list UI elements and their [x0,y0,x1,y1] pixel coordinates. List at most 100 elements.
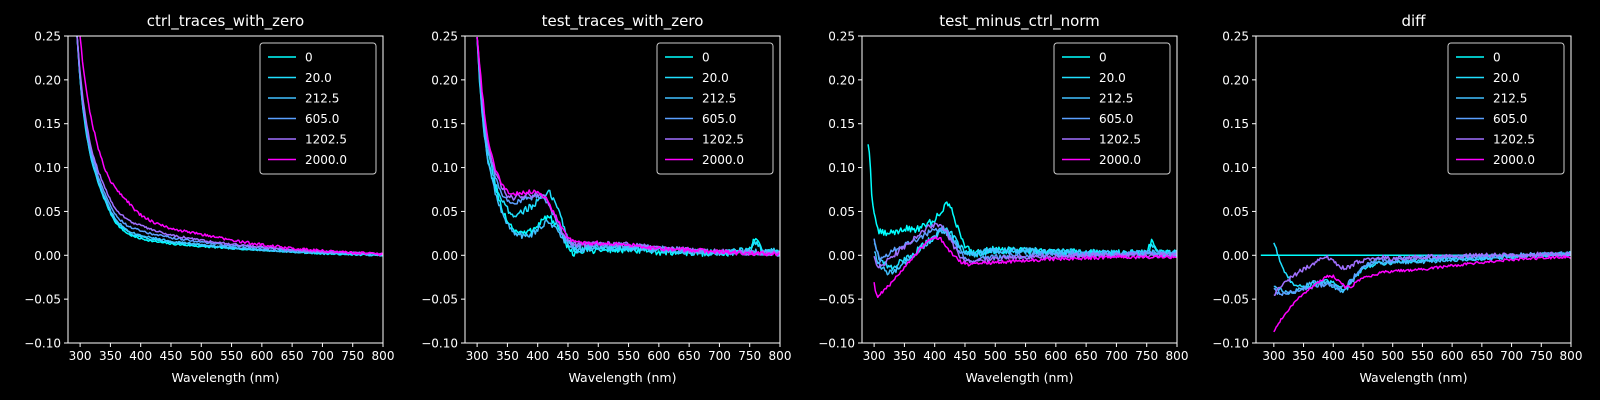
x-tick-label: 600 [250,349,273,363]
legend-label: 212.5 [305,92,339,106]
y-tick-label: −0.10 [1212,337,1249,351]
y-tick-label: 0.10 [828,161,855,175]
y-tick-label: 0.00 [431,249,458,263]
series-line-1202.5 [76,36,383,256]
x-tick-label: 650 [1470,349,1493,363]
x-tick-label: 400 [526,349,549,363]
y-tick-label: −0.05 [24,293,61,307]
y-tick-label: 0.10 [431,161,458,175]
legend-label: 2000.0 [1099,153,1141,167]
chart-panel-2: test_traces_with_zero Wavelength (nm) 300 3… [421,12,791,385]
x-tick-label: 700 [311,349,334,363]
legend-box [1053,42,1171,175]
y-tick-label: −0.05 [1212,293,1249,307]
series-line-2000.0 [476,36,780,257]
y-tick-label: 0.20 [1222,73,1249,87]
legend: 0 20.0 212.5 605.0 1202.5 2000.0 [656,42,774,175]
series-line-2000.0 [873,236,1177,299]
x-tick-label: 500 [190,349,213,363]
series-line-1202.5 [1273,251,1571,297]
x-tick-label: 300 [1262,349,1285,363]
x-tick-label: 450 [160,349,183,363]
legend-label: 605.0 [1099,112,1133,126]
chart-panel-3: test_minus_ctrl_norm Wavelength (nm) 300 35… [818,12,1188,385]
chart-panel-1: ctrl_traces_with_zero Wavelength (nm) 300 3… [24,12,394,385]
x-tick-label: 800 [1166,349,1189,363]
y-tick-label: 0.25 [431,30,458,44]
x-tick-label: 400 [1322,349,1345,363]
plot-frame [1255,35,1572,344]
x-tick-label: 350 [893,349,916,363]
x-tick-label: 700 [1500,349,1523,363]
legend-label: 212.5 [1493,92,1527,106]
x-tick-label: 300 [69,349,92,363]
y-tick-label: 0.20 [431,73,458,87]
legend-label: 20.0 [305,71,332,85]
y-tick-label: 0.05 [1222,205,1249,219]
x-tick-label: 600 [1441,349,1464,363]
chart-title: ctrl_traces_with_zero [147,12,304,31]
plot-frame [464,35,781,344]
y-tick-label: 0.05 [431,205,458,219]
y-tick-label: 0.25 [1222,30,1249,44]
y-tick-label: −0.10 [421,337,458,351]
x-tick-label: 750 [1135,349,1158,363]
legend-label: 605.0 [305,112,339,126]
x-tick-label: 700 [1105,349,1128,363]
x-tick-label: 550 [1411,349,1434,363]
y-tick-label: 0.00 [828,249,855,263]
x-tick-label: 600 [647,349,670,363]
x-tick-label: 700 [708,349,731,363]
y-tick-label: 0.25 [828,30,855,44]
legend-label: 2000.0 [702,153,744,167]
legend-label: 212.5 [1099,92,1133,106]
y-tick-label: 0.10 [34,161,61,175]
chart-title: test_traces_with_zero [542,12,704,31]
y-tick-label: 0.15 [34,117,61,131]
y-tick-label: −0.10 [818,337,855,351]
x-tick-label: 500 [587,349,610,363]
x-tick-label: 500 [984,349,1007,363]
series-line-2000.0 [1273,255,1571,333]
y-tick-label: 0.00 [34,249,61,263]
x-tick-label: 600 [1044,349,1067,363]
y-tick-label: 0.15 [828,117,855,131]
x-tick-label: 450 [1352,349,1375,363]
x-axis-label: Wavelength (nm) [172,370,280,385]
x-tick-label: 450 [557,349,580,363]
x-tick-label: 500 [1381,349,1404,363]
legend-label: 2000.0 [1493,153,1535,167]
legend: 0 20.0 212.5 605.0 1202.5 2000.0 [259,42,377,175]
y-tick-label: 0.10 [1222,161,1249,175]
legend-label: 20.0 [1099,71,1126,85]
x-tick-label: 300 [466,349,489,363]
legend-box [656,42,774,175]
y-tick-label: 0.00 [1222,249,1249,263]
chart-title: diff [1401,12,1426,30]
x-tick-label: 350 [496,349,519,363]
legend: 0 20.0 212.5 605.0 1202.5 2000.0 [1447,42,1565,175]
x-tick-label: 350 [1292,349,1315,363]
x-tick-label: 550 [220,349,243,363]
legend-label: 0 [305,51,313,65]
series-line-212.5 [1273,251,1571,295]
y-tick-label: 0.20 [34,73,61,87]
y-tick-label: 0.05 [34,205,61,219]
x-tick-label: 750 [341,349,364,363]
legend-label: 0 [1099,51,1107,65]
legend-label: 20.0 [702,71,729,85]
x-tick-label: 800 [769,349,792,363]
x-tick-label: 450 [954,349,977,363]
legend-label: 605.0 [702,112,736,126]
x-tick-label: 650 [281,349,304,363]
x-tick-label: 750 [1530,349,1553,363]
plot-frame [861,35,1178,344]
legend-label: 605.0 [1493,112,1527,126]
x-tick-label: 800 [372,349,395,363]
series-line-2000.0 [79,36,383,257]
x-axis-label: Wavelength (nm) [1360,370,1468,385]
y-tick-label: −0.10 [24,337,61,351]
x-tick-label: 650 [1075,349,1098,363]
legend-label: 0 [1493,51,1501,65]
